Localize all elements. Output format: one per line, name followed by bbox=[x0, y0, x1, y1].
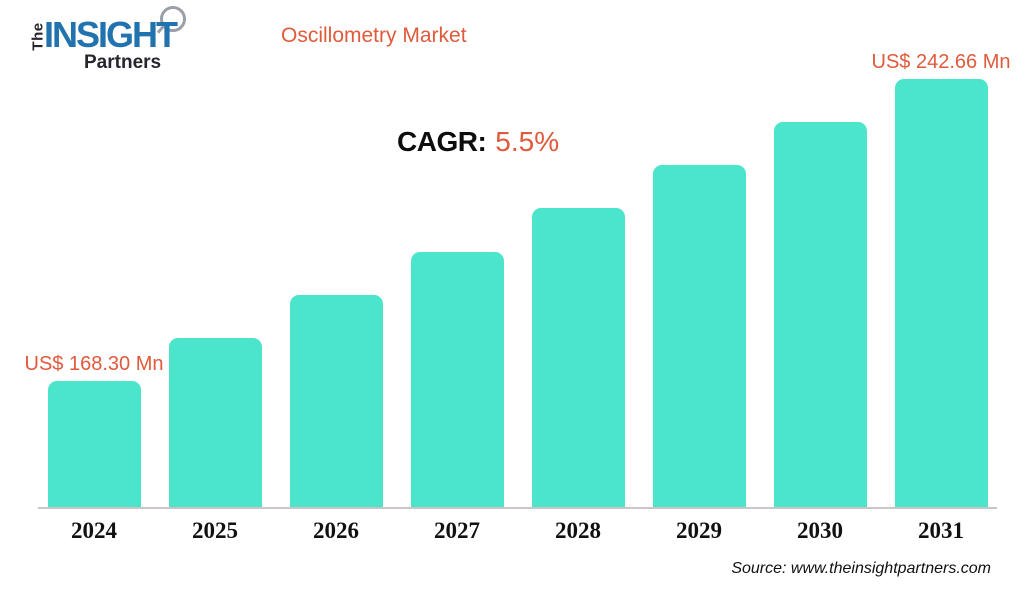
logo-partners-text: Partners bbox=[84, 52, 162, 73]
bar-2025: 2025 bbox=[168, 338, 262, 543]
x-axis-label: 2026 bbox=[313, 518, 359, 543]
logo-insight-text: INSIGHT bbox=[44, 14, 178, 55]
cagr-annotation: CAGR: 5.5% bbox=[397, 126, 559, 158]
x-axis-label: 2028 bbox=[555, 518, 601, 543]
x-axis-label: 2027 bbox=[434, 518, 480, 543]
bar-value-label: US$ 168.30 Mn bbox=[24, 353, 164, 375]
plot-area: US$ 168.30 Mn 2024 2025 2026 2027 2028 2029 203… bbox=[25, 51, 1011, 543]
x-axis-label: 2024 bbox=[71, 518, 117, 543]
bar-2028: 2028 bbox=[531, 208, 625, 543]
bar-2029: 2029 bbox=[652, 165, 746, 543]
x-axis-label: 2031 bbox=[918, 518, 964, 543]
magnifier-icon bbox=[160, 6, 186, 32]
bar-2027: 2027 bbox=[410, 252, 504, 543]
source-text: Source: www.theinsightpartners.com bbox=[731, 560, 991, 577]
bar-2024: US$ 168.30 Mn 2024 bbox=[25, 353, 164, 543]
bar-2030: 2030 bbox=[773, 122, 867, 543]
bar-2031: US$ 242.66 Mn 2031 bbox=[872, 51, 1011, 543]
chart-title: Oscillometry Market bbox=[281, 24, 467, 47]
insight-partners-logo: The INSIGHT Partners bbox=[20, 6, 195, 76]
bar-value-label: US$ 242.66 Mn bbox=[871, 51, 1011, 73]
x-axis-label: 2025 bbox=[192, 518, 238, 543]
cagr-label: CAGR: bbox=[397, 126, 487, 157]
cagr-value: 5.5% bbox=[495, 126, 560, 157]
x-axis-label: 2030 bbox=[797, 518, 843, 543]
bar-2026: 2026 bbox=[289, 295, 383, 543]
x-axis-label: 2029 bbox=[676, 518, 722, 543]
